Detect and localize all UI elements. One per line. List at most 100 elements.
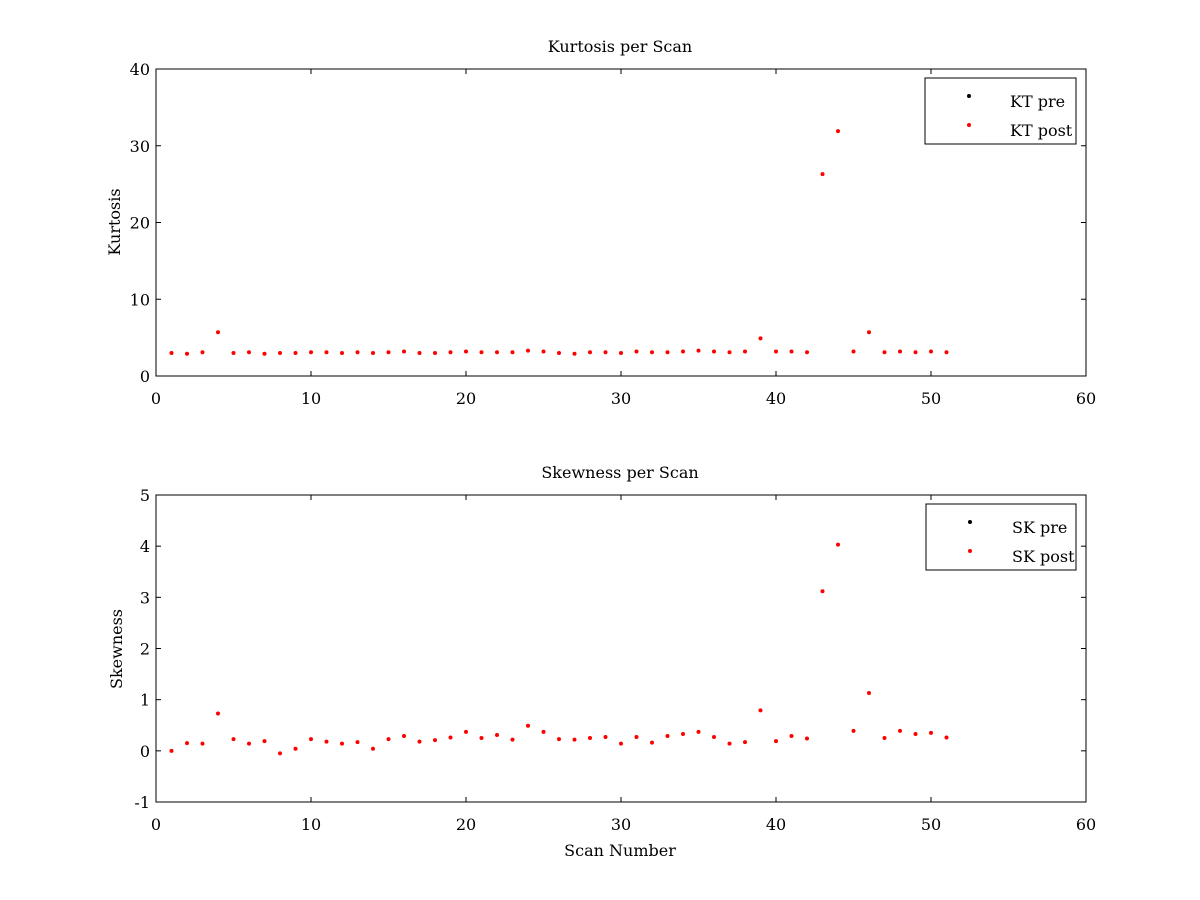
skewness-point-post [247,741,251,746]
kurtosis-point-post [929,349,933,354]
skewness-point-post [386,737,391,742]
kurtosis-y-axis-label: Kurtosis [105,188,124,255]
skewness-legend-box [925,503,1077,571]
skewness-legend-marker-pre [968,520,972,524]
kurtosis-point-post [340,350,344,355]
kurtosis-point-post [836,129,840,134]
kurtosis-point-post [293,350,298,355]
kurtosis-point-post [200,350,205,355]
kurtosis-x-tick-label: 0 [151,389,161,408]
kurtosis-point-post [681,349,685,354]
skewness-point-post [216,711,220,716]
skewness-point-post [944,735,949,740]
skewness-point-post [665,733,670,738]
kurtosis-y-tick-label: 40 [130,60,150,79]
skewness-point-post [541,729,546,734]
kurtosis-point-post [247,350,251,355]
skewness-y-tick-label: 4 [140,537,150,556]
skewness-point-post [774,739,778,744]
skewness-point-post [448,735,453,740]
kurtosis-point-post [805,350,809,355]
kurtosis-y-tick-label: 30 [130,137,150,156]
kurtosis-legend-marker-post [967,123,971,127]
skewness-point-post [324,739,329,744]
kurtosis-x-tick-label: 30 [611,389,631,408]
skewness-x-axis-label: Scan Number [564,841,676,860]
kurtosis-point-post [665,350,670,355]
skewness-x-tick-label: 20 [456,815,476,834]
skewness-point-post [882,736,887,741]
kurtosis-x-tick-label: 50 [921,389,941,408]
skewness-point-post [278,751,282,756]
kurtosis-point-post [712,349,716,354]
kurtosis-points [169,129,949,356]
skewness-chart-title: Skewness per Scan [541,463,698,482]
skewness-point-post [696,729,701,734]
kurtosis-point-post [898,349,902,354]
kurtosis-axes: Kurtosis per Scan Kurtosis 0 10 20 30 40 50 60… [105,37,1096,408]
kurtosis-point-post [185,351,189,356]
skewness-y-tick-label: 0 [140,742,150,761]
kurtosis-point-post [510,350,515,355]
skewness-x-tick-label: 50 [921,815,941,834]
kurtosis-point-post [913,350,918,355]
kurtosis-point-post [820,172,825,177]
skewness-x-tick-label: 60 [1076,815,1096,834]
kurtosis-x-ticks: 0 10 20 30 40 50 60 [151,69,1096,408]
skewness-point-post [929,730,933,735]
kurtosis-legend-label-post: KT post [1010,121,1073,140]
kurtosis-point-post [634,349,639,354]
kurtosis-point-post [526,348,530,353]
skewness-legend-label-pre: SK pre [1012,518,1067,537]
kurtosis-point-post [944,350,949,355]
skewness-point-post [262,739,267,744]
kurtosis-y-tick-label: 10 [130,290,150,309]
skewness-point-post [402,733,406,738]
skewness-point-post [464,729,468,734]
skewness-point-post [231,737,236,742]
kurtosis-point-post [572,351,577,356]
skewness-y-tick-label: 5 [140,486,150,505]
kurtosis-point-post [789,349,794,354]
kurtosis-point-post [402,349,406,354]
skewness-point-post [603,735,608,740]
skewness-y-tick-label: 1 [140,691,150,710]
kurtosis-point-post [262,351,267,356]
skewness-point-post [309,737,313,742]
kurtosis-point-post [216,330,220,335]
skewness-y-tick-label: -1 [134,793,150,812]
kurtosis-point-post [727,350,732,355]
skewness-point-post [743,740,747,745]
skewness-point-post [898,728,902,733]
kurtosis-point-post [696,348,701,353]
kurtosis-x-tick-label: 10 [301,389,321,408]
kurtosis-point-post [851,349,856,354]
kurtosis-point-post [650,350,654,355]
kurtosis-point-post [882,350,887,355]
skewness-point-post [371,746,375,751]
kurtosis-point-post [603,350,608,355]
skewness-y-ticks: -1 0 1 2 3 4 5 [134,486,1086,812]
skewness-point-post [681,731,685,736]
skewness-axes: Skewness per Scan Skewness Scan Number 0… [107,463,1096,860]
kurtosis-x-tick-label: 60 [1076,389,1096,408]
skewness-point-post [572,737,577,742]
kurtosis-legend-marker-pre [967,94,971,98]
kurtosis-y-tick-label: 0 [140,367,150,386]
kurtosis-point-post [448,350,453,355]
skewness-point-post [588,736,592,741]
skewness-x-tick-label: 30 [611,815,631,834]
kurtosis-y-tick-label: 20 [130,214,150,233]
skewness-point-post [650,740,654,745]
skewness-point-post [185,741,189,746]
kurtosis-point-post [743,349,747,354]
kurtosis-legend-box [924,77,1077,145]
kurtosis-point-post [557,350,561,355]
skewness-point-post [836,542,840,547]
kurtosis-chart-title: Kurtosis per Scan [548,37,692,56]
skewness-point-post [495,732,499,737]
skewness-y-tick-label: 2 [140,640,150,659]
skewness-x-ticks: 0 10 20 30 40 50 60 [151,495,1096,834]
skewness-points [169,542,949,756]
skewness-point-post [526,723,530,728]
